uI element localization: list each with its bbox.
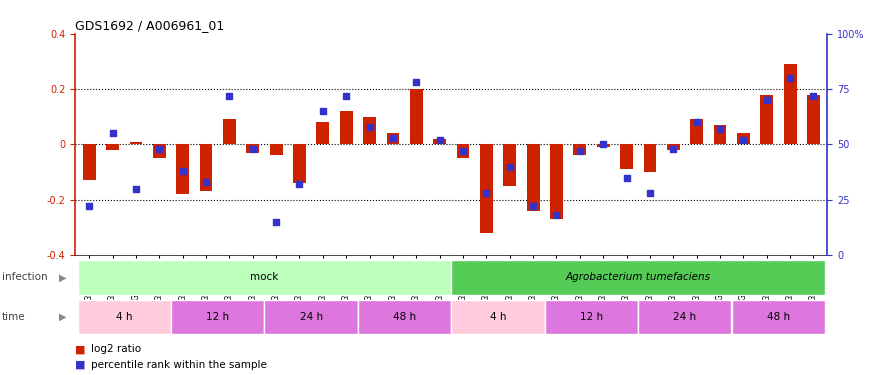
Point	[596, 141, 611, 147]
Point	[620, 175, 634, 181]
Text: infection: infection	[2, 273, 48, 282]
Point	[713, 126, 727, 132]
Text: mock: mock	[250, 273, 279, 282]
Point	[339, 93, 353, 99]
Point	[316, 108, 330, 114]
Bar	[620, 144, 633, 169]
Point	[643, 190, 657, 196]
Point	[222, 93, 236, 99]
Point	[409, 80, 423, 86]
Text: Agrobacterium tumefaciens: Agrobacterium tumefaciens	[566, 273, 711, 282]
Text: 12 h: 12 h	[206, 312, 229, 322]
Text: ▶: ▶	[59, 273, 66, 282]
Bar	[106, 144, 119, 150]
Bar	[667, 144, 680, 150]
Bar	[153, 144, 165, 158]
Bar	[596, 144, 610, 147]
Bar	[223, 120, 235, 144]
Bar	[527, 144, 540, 211]
Text: percentile rank within the sample: percentile rank within the sample	[91, 360, 267, 369]
Bar	[410, 89, 423, 144]
Text: 24 h: 24 h	[673, 312, 696, 322]
Bar	[643, 144, 657, 172]
Bar	[638, 300, 732, 334]
Point	[806, 93, 820, 99]
Text: 4 h: 4 h	[489, 312, 506, 322]
Bar	[358, 300, 451, 334]
Point	[503, 164, 517, 170]
Text: ■: ■	[75, 360, 86, 369]
Bar	[293, 144, 306, 183]
Text: log2 ratio: log2 ratio	[91, 344, 142, 354]
Bar	[457, 144, 469, 158]
Point	[759, 97, 773, 103]
Bar	[434, 139, 446, 144]
Text: ▶: ▶	[59, 312, 66, 322]
Bar	[78, 300, 171, 334]
Point	[550, 212, 564, 218]
Bar	[83, 144, 96, 180]
Bar	[713, 125, 727, 144]
Bar	[690, 120, 703, 144]
Text: 48 h: 48 h	[393, 312, 416, 322]
Bar	[573, 144, 586, 155]
Point	[82, 203, 96, 209]
Bar	[363, 117, 376, 144]
Bar	[784, 64, 796, 144]
Text: 12 h: 12 h	[580, 312, 603, 322]
Point	[175, 168, 189, 174]
Point	[129, 186, 143, 192]
Bar	[246, 144, 259, 153]
Point	[666, 146, 681, 152]
Bar	[129, 142, 142, 144]
Point	[105, 130, 119, 136]
Bar	[807, 94, 820, 144]
Bar	[317, 122, 329, 144]
Bar	[504, 144, 516, 186]
Bar	[451, 260, 825, 295]
Bar	[480, 144, 493, 233]
Text: 4 h: 4 h	[116, 312, 133, 322]
Bar	[270, 144, 282, 155]
Point	[480, 190, 494, 196]
Bar	[200, 144, 212, 191]
Bar	[451, 300, 544, 334]
Bar	[550, 144, 563, 219]
Point	[689, 119, 704, 125]
Point	[292, 181, 306, 187]
Text: 48 h: 48 h	[767, 312, 790, 322]
Point	[433, 137, 447, 143]
Point	[783, 75, 797, 81]
Point	[456, 148, 470, 154]
Bar	[760, 94, 773, 144]
Point	[246, 146, 260, 152]
Point	[573, 148, 587, 154]
Point	[199, 179, 213, 185]
Text: time: time	[2, 312, 26, 322]
Bar	[732, 300, 825, 334]
Bar	[265, 300, 358, 334]
Bar	[737, 134, 750, 144]
Bar	[545, 300, 638, 334]
Point	[526, 203, 540, 209]
Bar	[176, 144, 189, 194]
Point	[363, 124, 377, 130]
Text: 24 h: 24 h	[300, 312, 323, 322]
Bar	[171, 300, 265, 334]
Text: ■: ■	[75, 344, 86, 354]
Text: GDS1692 / A006961_01: GDS1692 / A006961_01	[75, 19, 225, 32]
Bar	[340, 111, 352, 144]
Bar	[78, 260, 451, 295]
Bar	[387, 134, 399, 144]
Point	[269, 219, 283, 225]
Point	[386, 135, 400, 141]
Point	[152, 146, 166, 152]
Point	[736, 137, 750, 143]
